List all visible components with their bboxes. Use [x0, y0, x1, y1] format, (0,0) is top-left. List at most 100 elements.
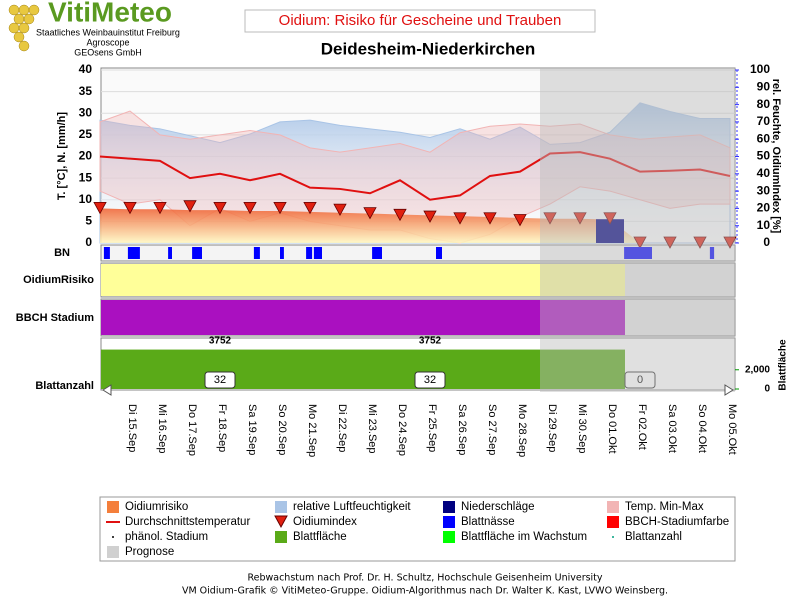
legend-label: Blattfläche im Wachstum — [461, 531, 587, 543]
y-tick-label: 35 — [79, 84, 93, 98]
index-marker — [273, 202, 287, 215]
index-marker — [483, 212, 497, 225]
footer-line: Rebwachstum nach Prof. Dr. H. Schultz, H… — [247, 573, 602, 584]
y2-tick-label: 100 — [750, 62, 770, 76]
y-tick-label: 5 — [85, 214, 92, 228]
x-tick-label: Sa 19.Sep — [246, 404, 258, 455]
y-tick-label: 25 — [79, 127, 93, 141]
x-tick-label: So 04.Okt — [696, 404, 708, 453]
leaf-wetness — [436, 247, 442, 259]
leaf-wetness — [103, 247, 110, 259]
legend-label: BBCH-Stadiumfarbe — [625, 516, 729, 528]
y-tick-label: 15 — [79, 170, 93, 184]
y2-tick-label: 10 — [757, 218, 771, 232]
legend-swatch — [443, 516, 455, 528]
x-tick-label: Fr 18.Sep — [216, 404, 228, 452]
leaf-count: 32 — [214, 374, 226, 386]
index-marker — [303, 202, 317, 215]
bbch-panel — [101, 300, 625, 335]
legend-label: Blattfläche — [293, 531, 347, 543]
y-axis-label: T. [°C], N. [mm/h] — [56, 112, 68, 200]
chart-subtitle: Deidesheim-Niederkirchen — [321, 39, 535, 58]
x-tick-label: Mo 21.Sep — [306, 404, 318, 457]
prognosis — [540, 68, 735, 392]
x-tick-label: Mi 30.Sep — [576, 404, 588, 454]
index-marker — [693, 236, 707, 249]
y-tick-label: 10 — [79, 192, 93, 206]
x-tick-label: Sa 03.Okt — [666, 404, 678, 453]
leaf-wetness — [306, 247, 313, 259]
leaf-count: 0 — [637, 374, 643, 386]
logo-grapes — [8, 4, 40, 52]
y2-tick-label: 30 — [757, 183, 771, 197]
index-marker — [363, 207, 377, 220]
index-marker — [153, 202, 167, 215]
legend-swatch — [612, 536, 614, 538]
index-marker — [423, 210, 437, 223]
leaf-wetness — [253, 247, 260, 259]
index-marker — [393, 208, 407, 222]
stage-label: 3752 — [419, 336, 442, 347]
y2-tick-label: 20 — [757, 201, 771, 215]
temp-line — [99, 151, 731, 201]
legend-label: relative Luftfeuchtigkeit — [293, 501, 411, 513]
legend-label: Durchschnittstemperatur — [125, 516, 250, 528]
x-tick-label: Mo 05.Okt — [726, 404, 738, 455]
legend-label: Oidiumrisiko — [125, 501, 188, 513]
legend-swatch — [443, 501, 455, 513]
leaf-wetness — [192, 247, 202, 259]
legend-swatch — [275, 501, 287, 513]
legend-label: Blattnässe — [461, 516, 515, 528]
legend-swatch — [107, 546, 119, 558]
index-marker — [213, 202, 227, 215]
x-tick-label: Mi 23.Sep — [366, 404, 378, 454]
y-tick-label: 0 — [85, 235, 92, 249]
legend-swatch — [274, 515, 288, 529]
x-tick-label: Do 17.Sep — [186, 404, 198, 456]
leaf-tick-label: 2,000 — [745, 364, 770, 375]
precip-bar — [596, 219, 624, 243]
x-tick-label: Mo 28.Sep — [516, 404, 528, 457]
scroll-arrow — [102, 384, 112, 396]
org-line: Agroscope — [86, 37, 129, 47]
panel-label: Blattfläche — [778, 339, 789, 391]
y2-tick-label: 70 — [757, 114, 771, 128]
x-tick-label: So 27.Sep — [486, 404, 498, 455]
index-marker — [453, 212, 467, 225]
x-tick-label: Do 01.Okt — [606, 404, 618, 454]
leaf-wetness — [372, 247, 382, 259]
y2-tick-label: 80 — [757, 97, 771, 111]
legend-label: Temp. Min-Max — [625, 501, 704, 513]
x-tick-label: Fr 25.Sep — [426, 404, 438, 452]
leaf-wetness — [709, 247, 715, 259]
legend-swatch — [107, 501, 119, 513]
title-box — [244, 9, 596, 33]
index-marker — [93, 202, 107, 215]
index-marker — [573, 212, 587, 225]
x-tick-label: Mi 16.Sep — [156, 404, 168, 454]
legend-label: Blattanzahl — [625, 531, 682, 543]
leaf-wetness — [127, 247, 140, 259]
index-marker — [633, 236, 647, 249]
chart-title: Oidium: Risiko für Gescheine und Trauben — [279, 12, 562, 29]
x-tick-label: Di 29.Sep — [546, 404, 558, 452]
y2-axis-label: rel. Feuchte, OidiumIndex [%] — [770, 79, 782, 234]
leaf-wetness — [280, 247, 284, 259]
x-tick-label: Sa 26.Sep — [456, 404, 468, 455]
humidity-area — [99, 102, 731, 244]
index-marker — [723, 236, 737, 249]
y2-tick-label: 90 — [757, 79, 771, 93]
panel-label: Blattanzahl — [35, 380, 94, 392]
y2-tick-label: 40 — [757, 166, 771, 180]
leaf-wetness — [624, 247, 652, 259]
legend-swatch — [275, 531, 287, 543]
y2-tick-label: 60 — [757, 131, 771, 145]
legend-swatch — [443, 531, 455, 543]
risk-area — [100, 208, 730, 243]
stage-label: 3752 — [209, 336, 232, 347]
org-line: Staatliches Weinbauinstitut Freiburg — [36, 27, 180, 37]
y2-tick-label: 0 — [763, 235, 770, 249]
org-line: GEOsens GmbH — [74, 47, 142, 57]
index-marker — [123, 202, 137, 215]
